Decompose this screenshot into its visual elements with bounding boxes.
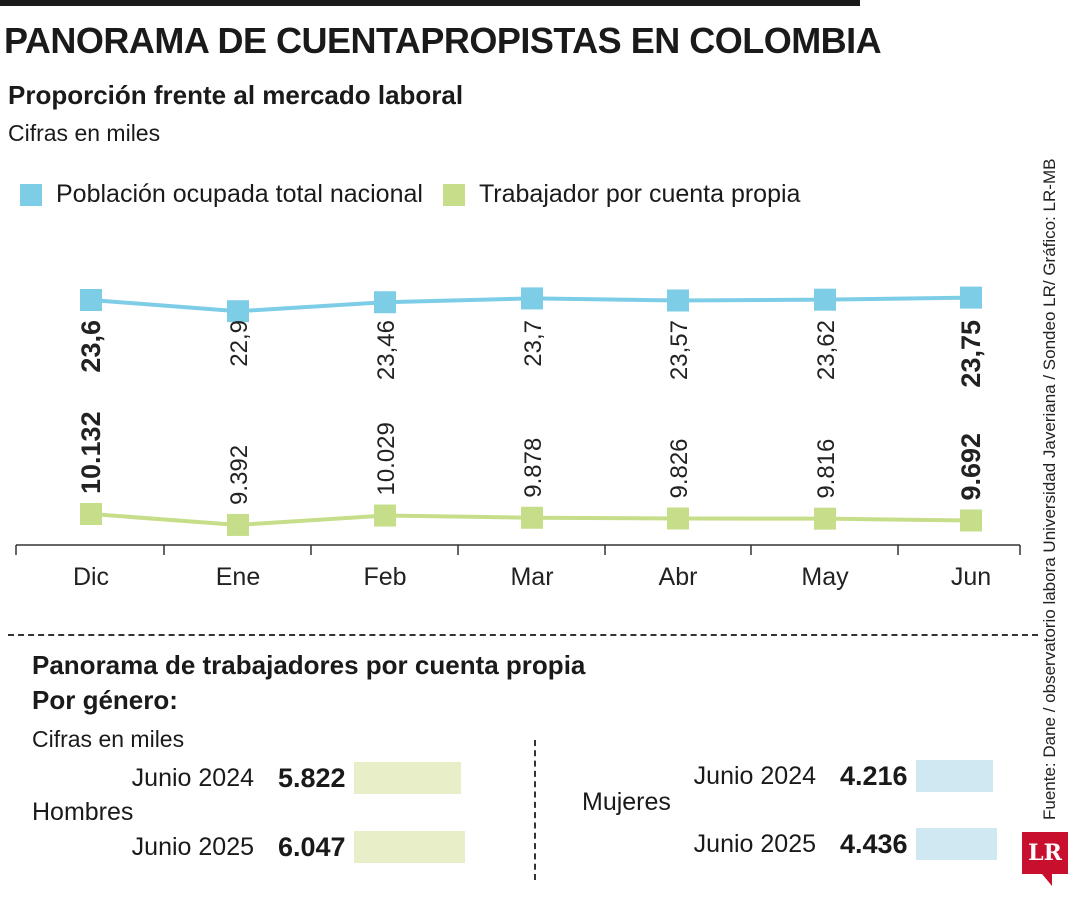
data-point <box>960 286 982 309</box>
x-tick-label: Dic <box>73 563 109 591</box>
data-label: 9.392 <box>226 445 253 505</box>
women-bar-2025 <box>916 828 997 860</box>
data-label: 9.816 <box>813 439 840 499</box>
data-point <box>227 513 249 536</box>
legend-swatch-total <box>20 183 42 206</box>
gender-divider <box>534 740 536 880</box>
line-chart: Dic Ene Feb Mar Abr May Jun 23,6 22,9 23,46 23,7 23… <box>15 286 1021 591</box>
data-label: 10.132 <box>76 411 106 494</box>
data-point <box>374 291 396 314</box>
data-point <box>374 504 396 527</box>
gender-section-units: Cifras en miles <box>32 726 185 752</box>
data-label: 23,57 <box>666 320 693 380</box>
top-rule <box>0 0 860 6</box>
men-row-2024: Junio 2024 5.822 <box>128 762 461 794</box>
men-bar-2024 <box>354 762 461 794</box>
data-point <box>667 507 689 530</box>
data-label: 9.878 <box>520 438 547 498</box>
legend-label-self-employed: Trabajador por cuenta propia <box>478 180 801 208</box>
women-label: Mujeres <box>582 788 671 816</box>
x-tick-label: Feb <box>363 563 406 591</box>
lr-logo-tail <box>1042 874 1052 886</box>
data-label: 22,9 <box>226 320 253 367</box>
data-label: 23,7 <box>520 320 547 367</box>
chart-units: Cifras en miles <box>8 120 161 146</box>
data-label: 23,6 <box>76 320 106 373</box>
x-tick-label: Jun <box>951 563 991 591</box>
data-label: 23,62 <box>813 320 840 380</box>
men-value-2025: 6.047 <box>278 831 346 862</box>
data-point <box>521 506 543 529</box>
men-period-2025: Junio 2025 <box>131 832 254 861</box>
women-row-2025: Junio 2025 4.436 <box>670 828 997 860</box>
data-point <box>814 288 836 311</box>
chart-subtitle: Proporción frente al mercado laboral <box>8 80 464 110</box>
legend-swatch-self-employed <box>442 183 465 206</box>
x-tick-label: Ene <box>216 563 260 591</box>
gender-section-title: Panorama de trabajadores por cuenta prop… <box>32 650 586 680</box>
data-point <box>960 509 982 532</box>
legend-item-self-employed: Trabajador por cuenta propia <box>442 180 801 209</box>
data-point <box>80 503 102 525</box>
x-tick-label: Mar <box>510 563 553 591</box>
women-bar-2024 <box>916 760 993 792</box>
x-tick-label: Abr <box>659 563 698 591</box>
men-row-2025: Junio 2025 6.047 <box>128 831 465 863</box>
gender-section-subtitle: Por género: <box>32 685 178 715</box>
data-label: 23,75 <box>956 320 986 388</box>
data-label: 23,46 <box>373 320 400 380</box>
data-point <box>667 289 689 312</box>
men-value-2024: 5.822 <box>278 762 346 793</box>
women-row-2024: Junio 2024 4.216 <box>670 760 993 792</box>
data-label: 10.029 <box>373 422 400 495</box>
legend-item-total: Población ocupada total nacional <box>20 180 423 209</box>
data-label: 9.692 <box>956 433 986 501</box>
x-tick-label: May <box>801 563 849 591</box>
women-value-2024: 4.216 <box>840 760 908 791</box>
data-point <box>521 287 543 310</box>
section-divider <box>8 634 1038 636</box>
data-point <box>814 507 836 530</box>
lr-logo: LR <box>1022 832 1068 874</box>
women-period-2025: Junio 2025 <box>693 829 816 858</box>
men-bar-2025 <box>354 831 465 863</box>
source-note: Fuente: Dane / observatorio labora Unive… <box>1040 158 1059 820</box>
data-label: 9.826 <box>666 438 693 498</box>
men-label: Hombres <box>32 798 134 826</box>
men-period-2024: Junio 2024 <box>131 763 254 792</box>
legend: Población ocupada total nacional Trabaja… <box>20 180 820 209</box>
women-value-2025: 4.436 <box>840 828 908 859</box>
data-point <box>227 300 249 323</box>
page-title: PANORAMA DE CUENTAPROPISTAS EN COLOMBIA <box>4 20 882 61</box>
women-period-2024: Junio 2024 <box>693 761 816 790</box>
legend-label-total: Población ocupada total nacional <box>56 180 423 208</box>
data-point <box>80 289 102 311</box>
